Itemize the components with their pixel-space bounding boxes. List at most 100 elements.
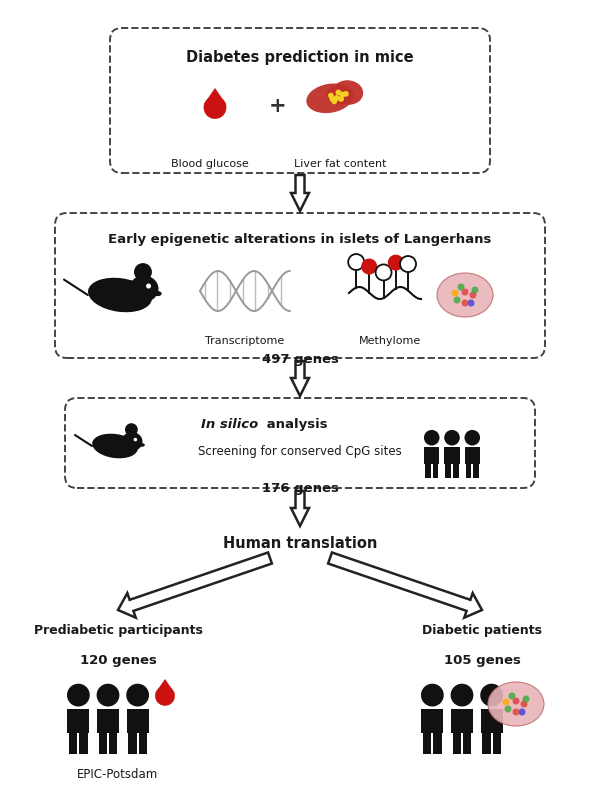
- Text: Blood glucose: Blood glucose: [171, 159, 249, 169]
- Bar: [69, 733, 77, 754]
- Circle shape: [331, 98, 337, 104]
- Circle shape: [203, 96, 226, 119]
- Bar: [421, 709, 443, 733]
- Bar: [98, 733, 107, 754]
- Bar: [425, 464, 431, 478]
- Bar: [423, 733, 431, 754]
- FancyBboxPatch shape: [55, 213, 545, 358]
- Bar: [445, 464, 451, 478]
- Bar: [139, 733, 147, 754]
- Bar: [127, 709, 149, 733]
- Polygon shape: [328, 553, 482, 618]
- Text: analysis: analysis: [262, 418, 328, 431]
- Text: Human translation: Human translation: [223, 536, 377, 551]
- Circle shape: [458, 283, 464, 290]
- Circle shape: [470, 291, 476, 298]
- Ellipse shape: [121, 432, 143, 451]
- Bar: [482, 733, 491, 754]
- Circle shape: [134, 263, 152, 281]
- Bar: [453, 464, 459, 478]
- Polygon shape: [155, 679, 175, 694]
- Circle shape: [512, 709, 520, 715]
- Circle shape: [361, 258, 377, 274]
- Circle shape: [472, 286, 479, 294]
- Circle shape: [334, 95, 340, 101]
- Ellipse shape: [307, 83, 353, 113]
- Bar: [109, 733, 118, 754]
- Circle shape: [335, 90, 341, 95]
- Bar: [433, 733, 442, 754]
- Circle shape: [523, 695, 530, 702]
- Circle shape: [134, 438, 137, 442]
- Text: Screening for conserved CpG sites: Screening for conserved CpG sites: [198, 445, 402, 458]
- Circle shape: [451, 684, 473, 706]
- Ellipse shape: [437, 273, 493, 317]
- Text: Prediabetic participants: Prediabetic participants: [34, 624, 202, 637]
- Text: 120 genes: 120 genes: [80, 654, 157, 667]
- Text: Early epigenetic alterations in islets of Langerhans: Early epigenetic alterations in islets o…: [109, 233, 491, 246]
- Circle shape: [400, 256, 416, 272]
- Text: Diabetes prediction in mice: Diabetes prediction in mice: [186, 50, 414, 65]
- Ellipse shape: [332, 80, 363, 105]
- Circle shape: [461, 289, 469, 295]
- Circle shape: [424, 430, 440, 446]
- Text: +: +: [269, 96, 287, 116]
- Circle shape: [146, 283, 151, 289]
- Circle shape: [464, 430, 480, 446]
- Circle shape: [521, 701, 527, 707]
- Circle shape: [388, 254, 404, 270]
- Circle shape: [421, 684, 444, 706]
- Circle shape: [461, 299, 469, 306]
- Ellipse shape: [129, 275, 158, 302]
- Circle shape: [328, 93, 334, 98]
- FancyBboxPatch shape: [65, 398, 535, 488]
- FancyBboxPatch shape: [110, 28, 490, 173]
- Text: EPIC-Potsdam: EPIC-Potsdam: [77, 768, 158, 781]
- Circle shape: [67, 684, 90, 706]
- Bar: [97, 709, 119, 733]
- Circle shape: [505, 706, 511, 713]
- Polygon shape: [291, 491, 309, 526]
- Ellipse shape: [139, 443, 145, 446]
- Circle shape: [512, 698, 520, 705]
- Circle shape: [340, 92, 346, 98]
- Circle shape: [348, 254, 364, 270]
- Ellipse shape: [488, 682, 544, 726]
- Text: Methylome: Methylome: [359, 336, 421, 346]
- Polygon shape: [291, 361, 309, 396]
- Circle shape: [454, 297, 461, 303]
- Text: Transcriptome: Transcriptome: [205, 336, 284, 346]
- Bar: [433, 464, 439, 478]
- Polygon shape: [291, 175, 309, 211]
- Bar: [79, 733, 88, 754]
- Circle shape: [518, 709, 526, 715]
- Bar: [452, 733, 461, 754]
- Circle shape: [480, 684, 503, 706]
- Circle shape: [155, 686, 175, 706]
- Circle shape: [376, 265, 392, 281]
- Text: 176 genes: 176 genes: [262, 482, 338, 495]
- Circle shape: [503, 698, 509, 706]
- Text: Diabetic patients: Diabetic patients: [422, 624, 542, 637]
- Circle shape: [509, 693, 515, 699]
- Circle shape: [338, 96, 344, 102]
- Text: Liver fat content: Liver fat content: [294, 159, 386, 169]
- Ellipse shape: [88, 278, 152, 312]
- Circle shape: [125, 423, 138, 436]
- Circle shape: [329, 96, 335, 102]
- Polygon shape: [203, 88, 226, 105]
- Bar: [463, 733, 472, 754]
- Bar: [473, 464, 479, 478]
- Bar: [424, 447, 439, 464]
- Text: In silico: In silico: [201, 418, 258, 431]
- Bar: [445, 447, 460, 464]
- Circle shape: [97, 684, 119, 706]
- Ellipse shape: [326, 86, 350, 104]
- Bar: [493, 733, 501, 754]
- Bar: [451, 709, 473, 733]
- Circle shape: [444, 430, 460, 446]
- Text: 497 genes: 497 genes: [262, 353, 338, 366]
- Bar: [466, 464, 471, 478]
- Circle shape: [467, 299, 475, 306]
- Text: 105 genes: 105 genes: [443, 654, 520, 667]
